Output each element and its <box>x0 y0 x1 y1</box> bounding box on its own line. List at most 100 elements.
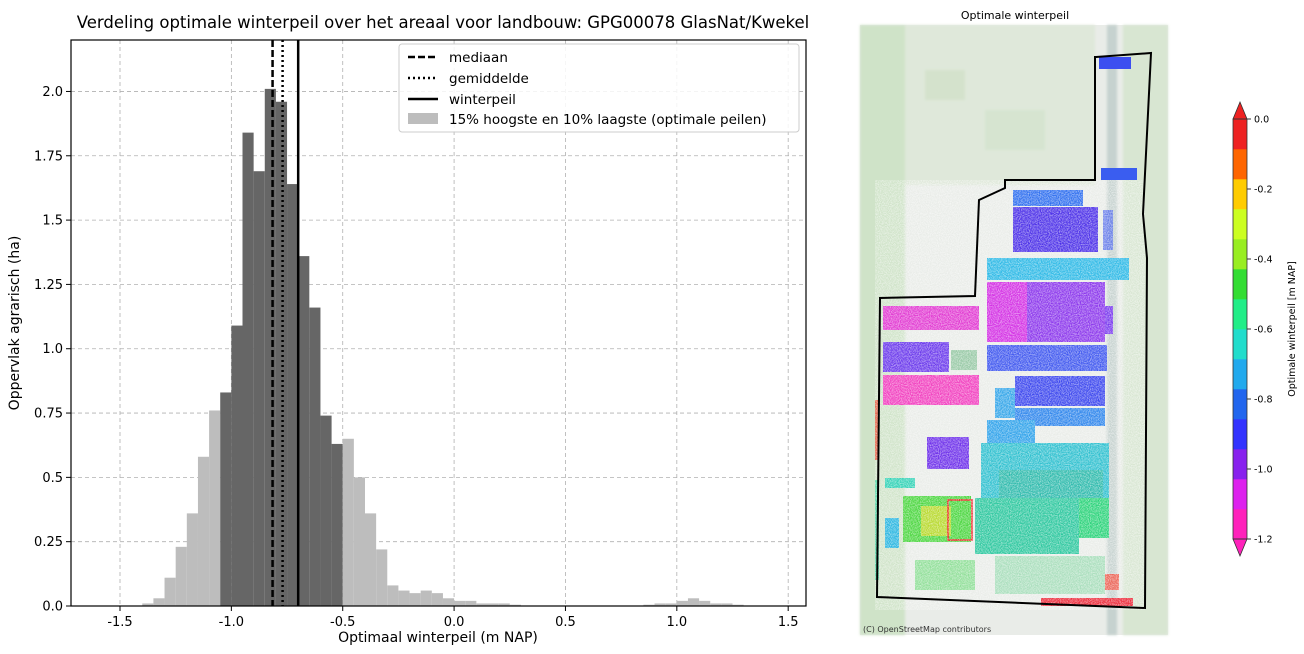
y-tick-label: 0.0 <box>42 600 63 615</box>
histogram-bar <box>275 101 288 606</box>
map-svg: Optimale winterpeil <box>860 9 1168 635</box>
histogram-bar <box>365 513 377 606</box>
histogram-bar <box>409 593 421 606</box>
histogram-bar <box>186 513 198 606</box>
histogram-bar <box>220 392 232 606</box>
colorbar-tick-label: -0.8 <box>1254 395 1273 406</box>
histogram-bar <box>654 603 666 606</box>
histogram-bar <box>710 603 722 606</box>
histogram-bar <box>376 549 388 606</box>
colorbar-tick-label: -0.4 <box>1254 255 1273 266</box>
colorbar-tick-label: -1.0 <box>1254 465 1273 476</box>
colorbar-cells <box>1233 119 1247 540</box>
histogram-bar <box>298 256 310 606</box>
x-tick-label: -0.5 <box>330 615 355 630</box>
histogram-bar <box>487 603 499 606</box>
histogram-bar <box>509 604 521 606</box>
histogram-bars <box>142 88 744 607</box>
histogram-bar <box>331 443 343 606</box>
colorbar-svg: 0.0 -0.2 -0.4 -0.6 -0.8 -1.0 -1.2 Optimale win… <box>1232 100 1298 558</box>
x-tick-label: -1.5 <box>107 615 132 630</box>
basemap-patch <box>925 70 965 100</box>
histogram-bar <box>676 600 688 606</box>
colorbar-ticks: 0.0 -0.2 -0.4 -0.6 -0.8 -1.0 -1.2 <box>1247 115 1273 546</box>
colorbar-label: Optimale winterpeil [m NAP] <box>1287 261 1298 397</box>
colorbar-cell <box>1233 389 1247 420</box>
x-tick-label: 1.0 <box>666 615 687 630</box>
x-axis-ticks: -1.5 -1.0 -0.5 0.0 0.5 1.0 1.5 <box>107 606 799 630</box>
colorbar-tick-label: -0.6 <box>1254 325 1273 336</box>
x-tick-label: 0.5 <box>555 615 576 630</box>
histogram-bar <box>142 603 154 606</box>
colorbar-cell <box>1233 419 1247 450</box>
basemap-patch <box>985 110 1045 150</box>
colorbar: 0.0 -0.2 -0.4 -0.6 -0.8 -1.0 -1.2 Optimale win… <box>1195 90 1304 570</box>
colorbar-extend-top <box>1232 100 1248 120</box>
histogram-bar <box>420 590 432 606</box>
colorbar-cell <box>1233 299 1247 330</box>
histogram-bar <box>454 600 466 606</box>
legend-tail-swatch <box>408 113 438 124</box>
histogram-bar <box>643 604 655 606</box>
histogram-bar <box>498 603 510 606</box>
histogram-bar <box>476 603 488 606</box>
y-axis-ticks: 0.0 0.25 0.5 0.75 1.0 1.25 1.5 1.75 2.0 <box>34 85 71 615</box>
histogram-bar <box>175 546 187 606</box>
legend-winterpeil-label: winterpeil <box>449 92 516 108</box>
histogram-bar <box>320 415 332 606</box>
x-tick-label: 0.0 <box>444 615 465 630</box>
y-tick-label: 1.25 <box>34 278 63 293</box>
colorbar-tick-label: 0.0 <box>1254 115 1269 126</box>
y-tick-label: 1.75 <box>34 149 63 164</box>
raster-cell <box>1099 57 1131 69</box>
histogram-bar <box>309 307 321 606</box>
y-tick-label: 0.5 <box>42 471 63 486</box>
histogram-bar <box>209 410 221 606</box>
colorbar-cell <box>1233 239 1247 270</box>
histogram-bar <box>398 590 410 606</box>
map-attribution: (C) OpenStreetMap contributors <box>863 625 991 634</box>
colorbar-cell <box>1233 329 1247 360</box>
colorbar-cell <box>1233 179 1247 210</box>
basemap-field <box>905 25 1095 185</box>
colorbar-cell <box>1233 509 1247 540</box>
histogram-bar <box>253 171 265 606</box>
histogram-bar <box>197 456 210 606</box>
histogram-bar <box>231 325 243 606</box>
plot-frame <box>70 39 807 607</box>
histogram-bar <box>665 603 677 606</box>
x-axis-label: Optimaal winterpeil (m NAP) <box>338 630 538 646</box>
colorbar-cell <box>1233 149 1247 180</box>
raster-cell <box>1101 168 1137 180</box>
histogram-bar <box>353 477 365 606</box>
colorbar-extend-bottom <box>1232 538 1248 558</box>
legend-box <box>398 43 800 133</box>
y-tick-label: 1.0 <box>42 342 63 357</box>
colorbar-tick-label: -1.2 <box>1254 535 1273 546</box>
colorbar-cell <box>1233 479 1247 510</box>
colorbar-cell <box>1233 269 1247 300</box>
y-axis-label: Oppervlak agrarisch (ha) <box>7 236 23 411</box>
area-boundary <box>875 51 1153 610</box>
legend-mean-label: gemiddelde <box>449 71 529 87</box>
y-tick-label: 1.5 <box>42 214 63 229</box>
y-tick-label: 2.0 <box>42 85 63 100</box>
statistic-lines <box>271 40 300 606</box>
histogram-bar <box>442 598 455 606</box>
histogram-bar <box>699 600 711 606</box>
histogram-bar <box>465 600 477 606</box>
y-tick-label: 0.75 <box>34 407 63 422</box>
histogram-bar <box>687 598 700 606</box>
histogram-bar <box>732 604 744 606</box>
histogram-bar <box>721 603 733 606</box>
histogram-bar <box>153 598 165 606</box>
histogram-chart: Verdeling optimale winterpeil over het a… <box>7 13 809 646</box>
x-tick-label: 1.5 <box>778 615 799 630</box>
grid-lines <box>71 40 806 607</box>
raster-speckle <box>875 180 1145 610</box>
colorbar-cell <box>1233 449 1247 480</box>
legend-median-label: mediaan <box>449 50 508 66</box>
histogram-bar <box>242 132 254 607</box>
map-title: Optimale winterpeil <box>961 9 1069 22</box>
colorbar-cell <box>1233 359 1247 390</box>
